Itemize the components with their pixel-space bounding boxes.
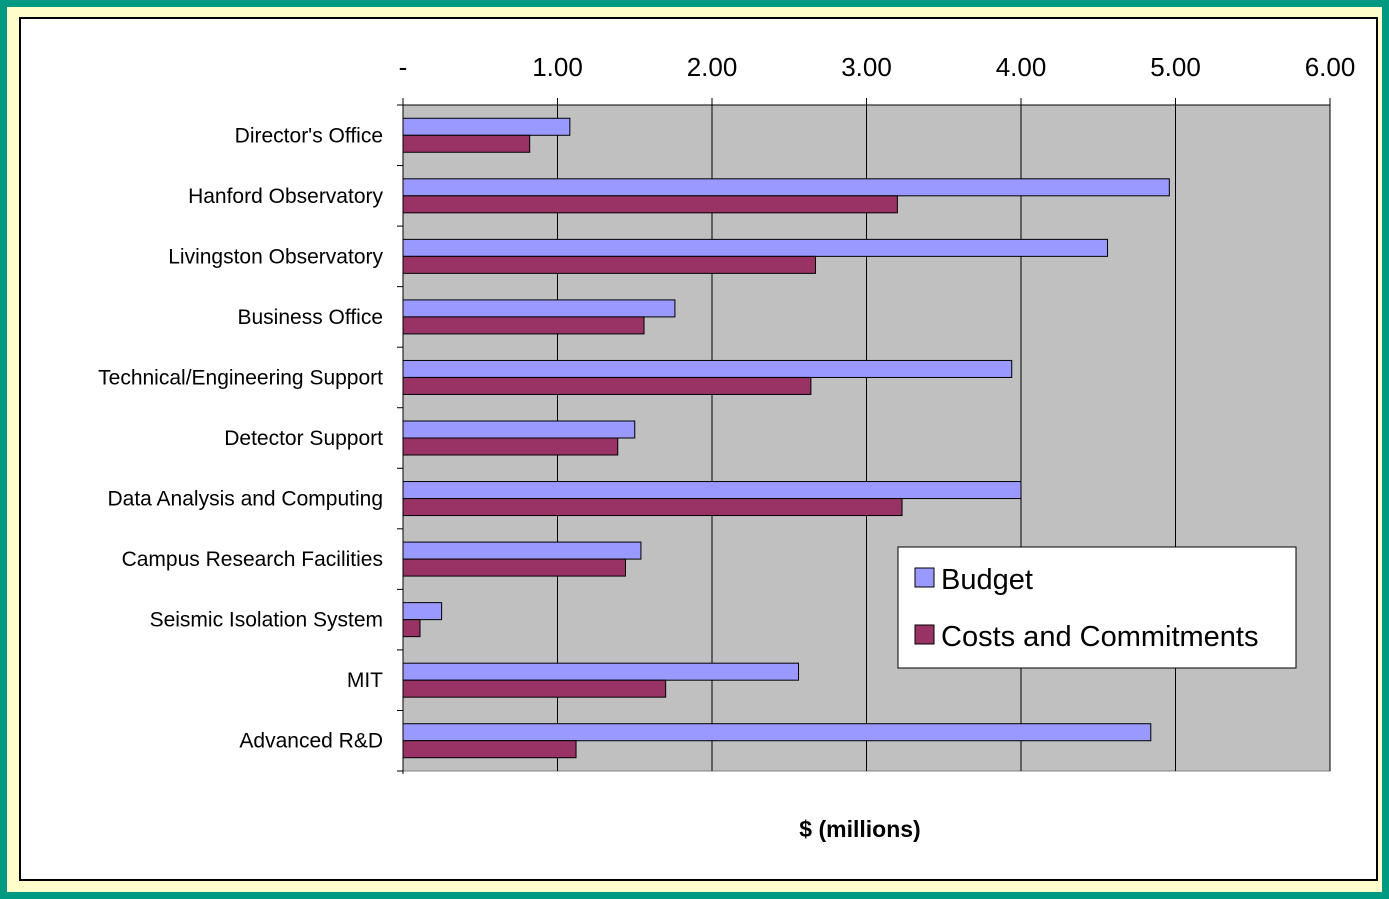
category-label: Data Analysis and Computing <box>108 488 384 511</box>
category-label: Detector Support <box>224 427 383 450</box>
category-label: Advanced R&D <box>239 730 383 753</box>
legend-label: Costs and Commitments <box>941 621 1259 653</box>
x-tick-label: 3.00 <box>841 52 892 82</box>
x-tick-label: 4.00 <box>996 52 1047 82</box>
x-tick-label: 5.00 <box>1150 52 1201 82</box>
category-label: Technical/Engineering Support <box>98 366 383 389</box>
bar-budget <box>402 481 1022 500</box>
bar-costs <box>402 195 898 214</box>
x-axis-title: $ (millions) <box>799 816 920 842</box>
bar-costs <box>402 558 626 577</box>
legend: Budget Costs and Commitments <box>897 546 1297 669</box>
bar-budget <box>402 723 1152 742</box>
x-tick-label: 2.00 <box>687 52 738 82</box>
category-label: Director's Office <box>235 124 383 147</box>
bar-costs <box>402 437 619 456</box>
bar-budget <box>402 299 676 318</box>
bar-budget <box>402 662 800 681</box>
bar-budget <box>402 238 1109 257</box>
legend-swatch <box>914 624 935 645</box>
category-label: Business Office <box>237 306 383 329</box>
bar-budget <box>402 117 571 136</box>
bar-costs <box>402 255 817 274</box>
bar-costs <box>402 376 812 395</box>
bar-costs <box>402 316 645 335</box>
x-tick-label: 1.00 <box>532 52 583 82</box>
category-label: Campus Research Facilities <box>122 548 383 571</box>
bar-costs <box>402 740 577 759</box>
legend-box <box>897 546 1297 669</box>
category-label: MIT <box>347 669 383 692</box>
bars <box>402 117 1170 759</box>
x-tick-label: 6.00 <box>1305 52 1356 82</box>
bar-budget <box>402 420 636 439</box>
x-tick-label: - <box>399 52 408 82</box>
legend-swatch <box>914 567 935 588</box>
bar-costs <box>402 498 903 517</box>
category-label: Seismic Isolation System <box>150 609 383 632</box>
bar-costs <box>402 134 531 153</box>
category-label: Livingston Observatory <box>168 245 383 268</box>
category-label: Hanford Observatory <box>188 185 383 208</box>
bar-budget <box>402 602 443 621</box>
bar-budget <box>402 359 1013 378</box>
bar-costs <box>402 679 667 698</box>
x-tick-labels: - 1.00 2.00 3.00 4.00 5.00 6.00 <box>399 52 1356 82</box>
bar-costs <box>402 619 421 638</box>
legend-label: Budget <box>941 564 1033 596</box>
axes <box>397 98 1331 774</box>
bar-budget <box>402 541 642 560</box>
category-labels: Director's Office Hanford Observatory Livi… <box>98 124 383 752</box>
bar-budget <box>402 178 1170 197</box>
